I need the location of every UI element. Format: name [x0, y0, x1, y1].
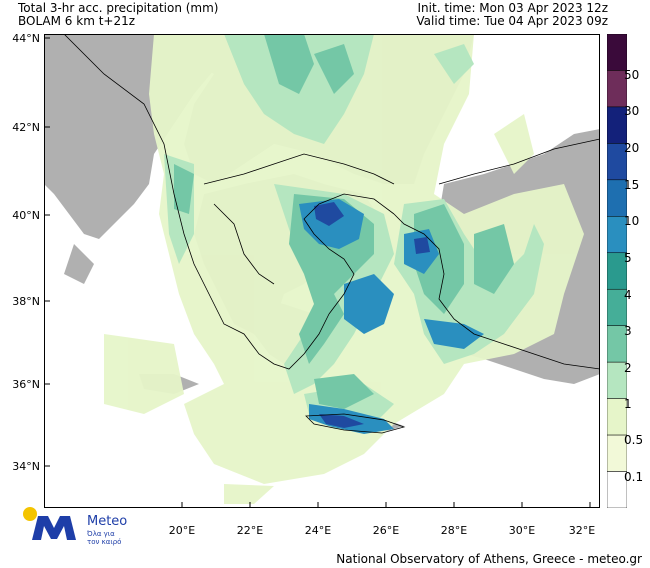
legend-label-4: 4 — [624, 288, 632, 302]
meteo-logo — [23, 507, 76, 540]
legend-label-20: 20 — [624, 141, 640, 155]
precip-extreme — [314, 202, 430, 428]
attribution-footer: National Observatory of Athens, Greece -… — [336, 552, 642, 566]
lon-label-28: 28°E — [440, 524, 468, 537]
lon-label-32: 32°E — [568, 524, 596, 537]
lat-label-38: 38°N — [12, 295, 40, 308]
logo-m-mark — [32, 516, 76, 540]
sun-icon — [23, 507, 37, 521]
lat-label-34: 34°N — [12, 460, 40, 473]
lon-label-30: 30°E — [508, 524, 536, 537]
legend-label-30: 30 — [624, 104, 640, 118]
legend-label-15: 15 — [624, 178, 640, 192]
legend-label-2: 2 — [624, 361, 632, 375]
time-block: Init. time: Mon 03 Apr 2023 12z Valid ti… — [416, 2, 608, 28]
logo-tagline-line2: τον καιρό — [87, 538, 122, 546]
coastlines — [63, 34, 600, 434]
legend-label-0-1: 0.1 — [624, 470, 644, 484]
product-title: Total 3-hr acc. precipitation (mm) — [18, 1, 219, 15]
lon-label-22: 22°E — [236, 524, 264, 537]
lat-label-40: 40°N — [12, 209, 40, 222]
lon-label-26: 26°E — [372, 524, 400, 537]
legend-label-0-5: 0.5 — [624, 433, 644, 447]
model-run: BOLAM 6 km t+21z — [18, 14, 136, 28]
legend-label-10: 10 — [624, 214, 640, 228]
valid-time: Valid time: Tue 04 Apr 2023 09z — [416, 14, 608, 28]
logo-tagline: Όλα για τον καιρό — [87, 530, 121, 546]
color-legend — [607, 34, 627, 508]
lat-label-36: 36°N — [12, 378, 40, 391]
legend-label-5: 5 — [624, 251, 632, 265]
logo-wordmark: Meteo — [87, 514, 128, 529]
lon-label-20: 20°E — [168, 524, 196, 537]
legend-label-50: 50 — [624, 68, 640, 82]
legend-label-3: 3 — [624, 324, 632, 338]
precipitation-map — [44, 34, 600, 508]
legend-label-1: 1 — [624, 397, 632, 411]
map-frame — [44, 34, 600, 508]
lat-label-42: 42°N — [12, 121, 40, 134]
title-block: Total 3-hr acc. precipitation (mm) BOLAM… — [18, 2, 219, 28]
init-time: Init. time: Mon 03 Apr 2023 12z — [417, 1, 608, 15]
legend-swatch — [607, 34, 627, 71]
logo-tagline-line1: Όλα για — [87, 530, 115, 538]
lon-label-24: 24°E — [304, 524, 332, 537]
lat-label-44: 44°N — [12, 32, 40, 45]
